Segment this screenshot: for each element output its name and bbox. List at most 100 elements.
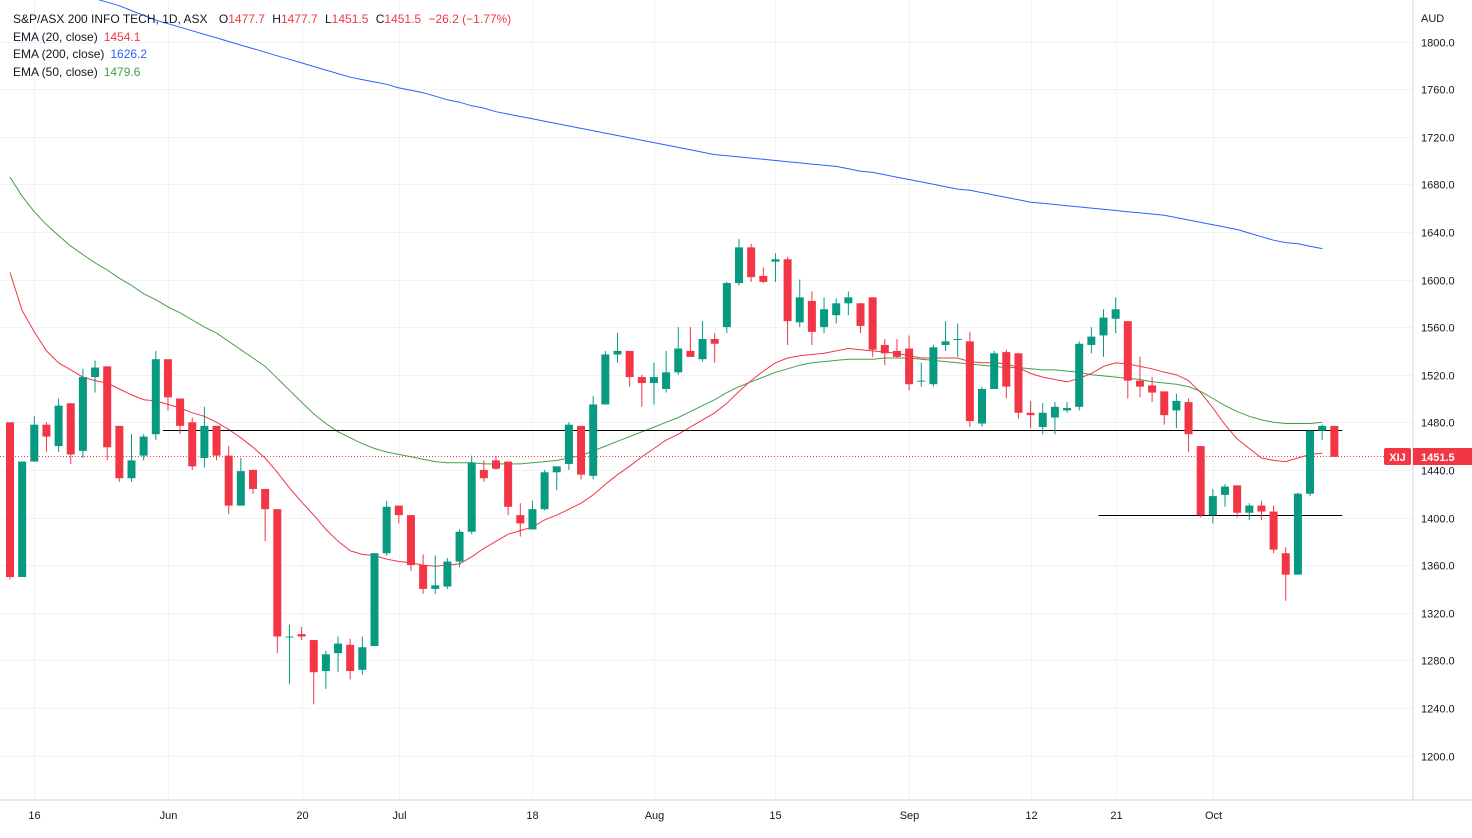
candle[interactable] <box>917 362 926 387</box>
candle[interactable] <box>249 469 257 494</box>
candle[interactable] <box>78 368 87 458</box>
candle[interactable] <box>431 555 440 594</box>
candle[interactable] <box>54 398 63 453</box>
candle[interactable] <box>504 461 513 516</box>
candle[interactable] <box>176 398 185 435</box>
candle[interactable] <box>516 503 525 537</box>
candle[interactable] <box>1087 327 1096 354</box>
candle[interactable] <box>200 406 209 468</box>
candle[interactable] <box>990 350 999 389</box>
candle[interactable] <box>637 374 646 407</box>
candle[interactable] <box>406 515 415 572</box>
ema20-legend[interactable]: EMA (20, close) 1454.1 <box>13 29 511 47</box>
candle[interactable] <box>892 339 901 359</box>
candle[interactable] <box>820 297 829 334</box>
candle[interactable] <box>1002 349 1011 399</box>
candle[interactable] <box>1196 446 1205 518</box>
candle[interactable] <box>1099 309 1108 357</box>
candle[interactable] <box>382 500 391 556</box>
candle[interactable] <box>1123 321 1132 399</box>
candle[interactable] <box>1038 403 1047 435</box>
candle[interactable] <box>492 455 500 470</box>
candle[interactable] <box>783 256 792 345</box>
candle[interactable] <box>1208 488 1217 524</box>
candle[interactable] <box>759 267 768 284</box>
candle[interactable] <box>346 638 355 680</box>
candle[interactable] <box>1184 398 1193 453</box>
candle[interactable] <box>625 350 634 387</box>
candle[interactable] <box>236 458 245 506</box>
candle[interactable] <box>747 243 756 282</box>
candle[interactable] <box>163 359 172 411</box>
candle[interactable] <box>42 422 51 453</box>
candle[interactable] <box>807 291 816 345</box>
candle[interactable] <box>540 469 549 511</box>
symbol-row[interactable]: S&P/ASX 200 INFO TECH, 1D, ASX O1477.7 H… <box>13 11 511 29</box>
candle[interactable] <box>1281 547 1290 601</box>
candle[interactable] <box>868 297 877 357</box>
candle[interactable] <box>139 434 148 461</box>
candle[interactable] <box>735 239 743 286</box>
candle[interactable] <box>662 350 671 393</box>
candle[interactable] <box>224 446 233 514</box>
candles[interactable] <box>6 239 1339 705</box>
candle[interactable] <box>905 335 914 391</box>
candle[interactable] <box>1257 500 1266 520</box>
candle[interactable] <box>941 321 950 351</box>
candle[interactable] <box>103 366 112 461</box>
candle[interactable] <box>1135 356 1144 398</box>
candle[interactable] <box>1245 503 1254 520</box>
candle[interactable] <box>795 279 804 328</box>
candle[interactable] <box>577 425 586 480</box>
candle[interactable] <box>443 557 452 589</box>
candle[interactable] <box>722 281 731 334</box>
candle[interactable] <box>1160 391 1169 425</box>
candle[interactable] <box>455 529 464 568</box>
candle[interactable] <box>965 331 974 428</box>
candle[interactable] <box>127 434 136 482</box>
candle[interactable] <box>370 553 379 647</box>
candle[interactable] <box>358 636 367 675</box>
ema200-legend[interactable]: EMA (200, close) 1626.2 <box>13 46 511 64</box>
candle[interactable] <box>698 321 707 362</box>
candle[interactable] <box>66 403 75 464</box>
candle[interactable] <box>674 327 683 375</box>
candle[interactable] <box>686 327 695 357</box>
candle[interactable] <box>589 396 598 480</box>
candle[interactable] <box>710 333 719 363</box>
candle[interactable] <box>1148 377 1157 403</box>
candle[interactable] <box>564 422 573 470</box>
candle[interactable] <box>151 350 160 441</box>
candle[interactable] <box>880 339 889 366</box>
candle[interactable] <box>1014 353 1023 419</box>
candle[interactable] <box>18 461 27 577</box>
candle[interactable] <box>552 466 561 491</box>
candle[interactable] <box>334 636 343 673</box>
candle[interactable] <box>1306 430 1315 497</box>
candle[interactable] <box>212 425 221 461</box>
candle[interactable] <box>1318 424 1327 441</box>
candle[interactable] <box>479 460 488 482</box>
candle[interactable] <box>467 455 476 535</box>
candle[interactable] <box>1075 341 1084 411</box>
candle[interactable] <box>1063 402 1072 413</box>
candle[interactable] <box>1293 492 1302 575</box>
candle[interactable] <box>321 650 330 689</box>
candle[interactable] <box>297 626 306 641</box>
candle[interactable] <box>1269 505 1278 554</box>
candle[interactable] <box>1233 485 1242 518</box>
candle[interactable] <box>309 640 318 705</box>
candle[interactable] <box>91 360 100 393</box>
candle[interactable] <box>115 425 124 482</box>
candle[interactable] <box>1111 297 1120 334</box>
candle[interactable] <box>1221 484 1229 507</box>
candle[interactable] <box>285 624 294 685</box>
candle[interactable] <box>6 422 14 580</box>
candle[interactable] <box>528 500 537 530</box>
candle[interactable] <box>844 291 853 316</box>
candle[interactable] <box>613 333 622 363</box>
candle[interactable] <box>978 386 986 428</box>
candle[interactable] <box>419 554 428 594</box>
